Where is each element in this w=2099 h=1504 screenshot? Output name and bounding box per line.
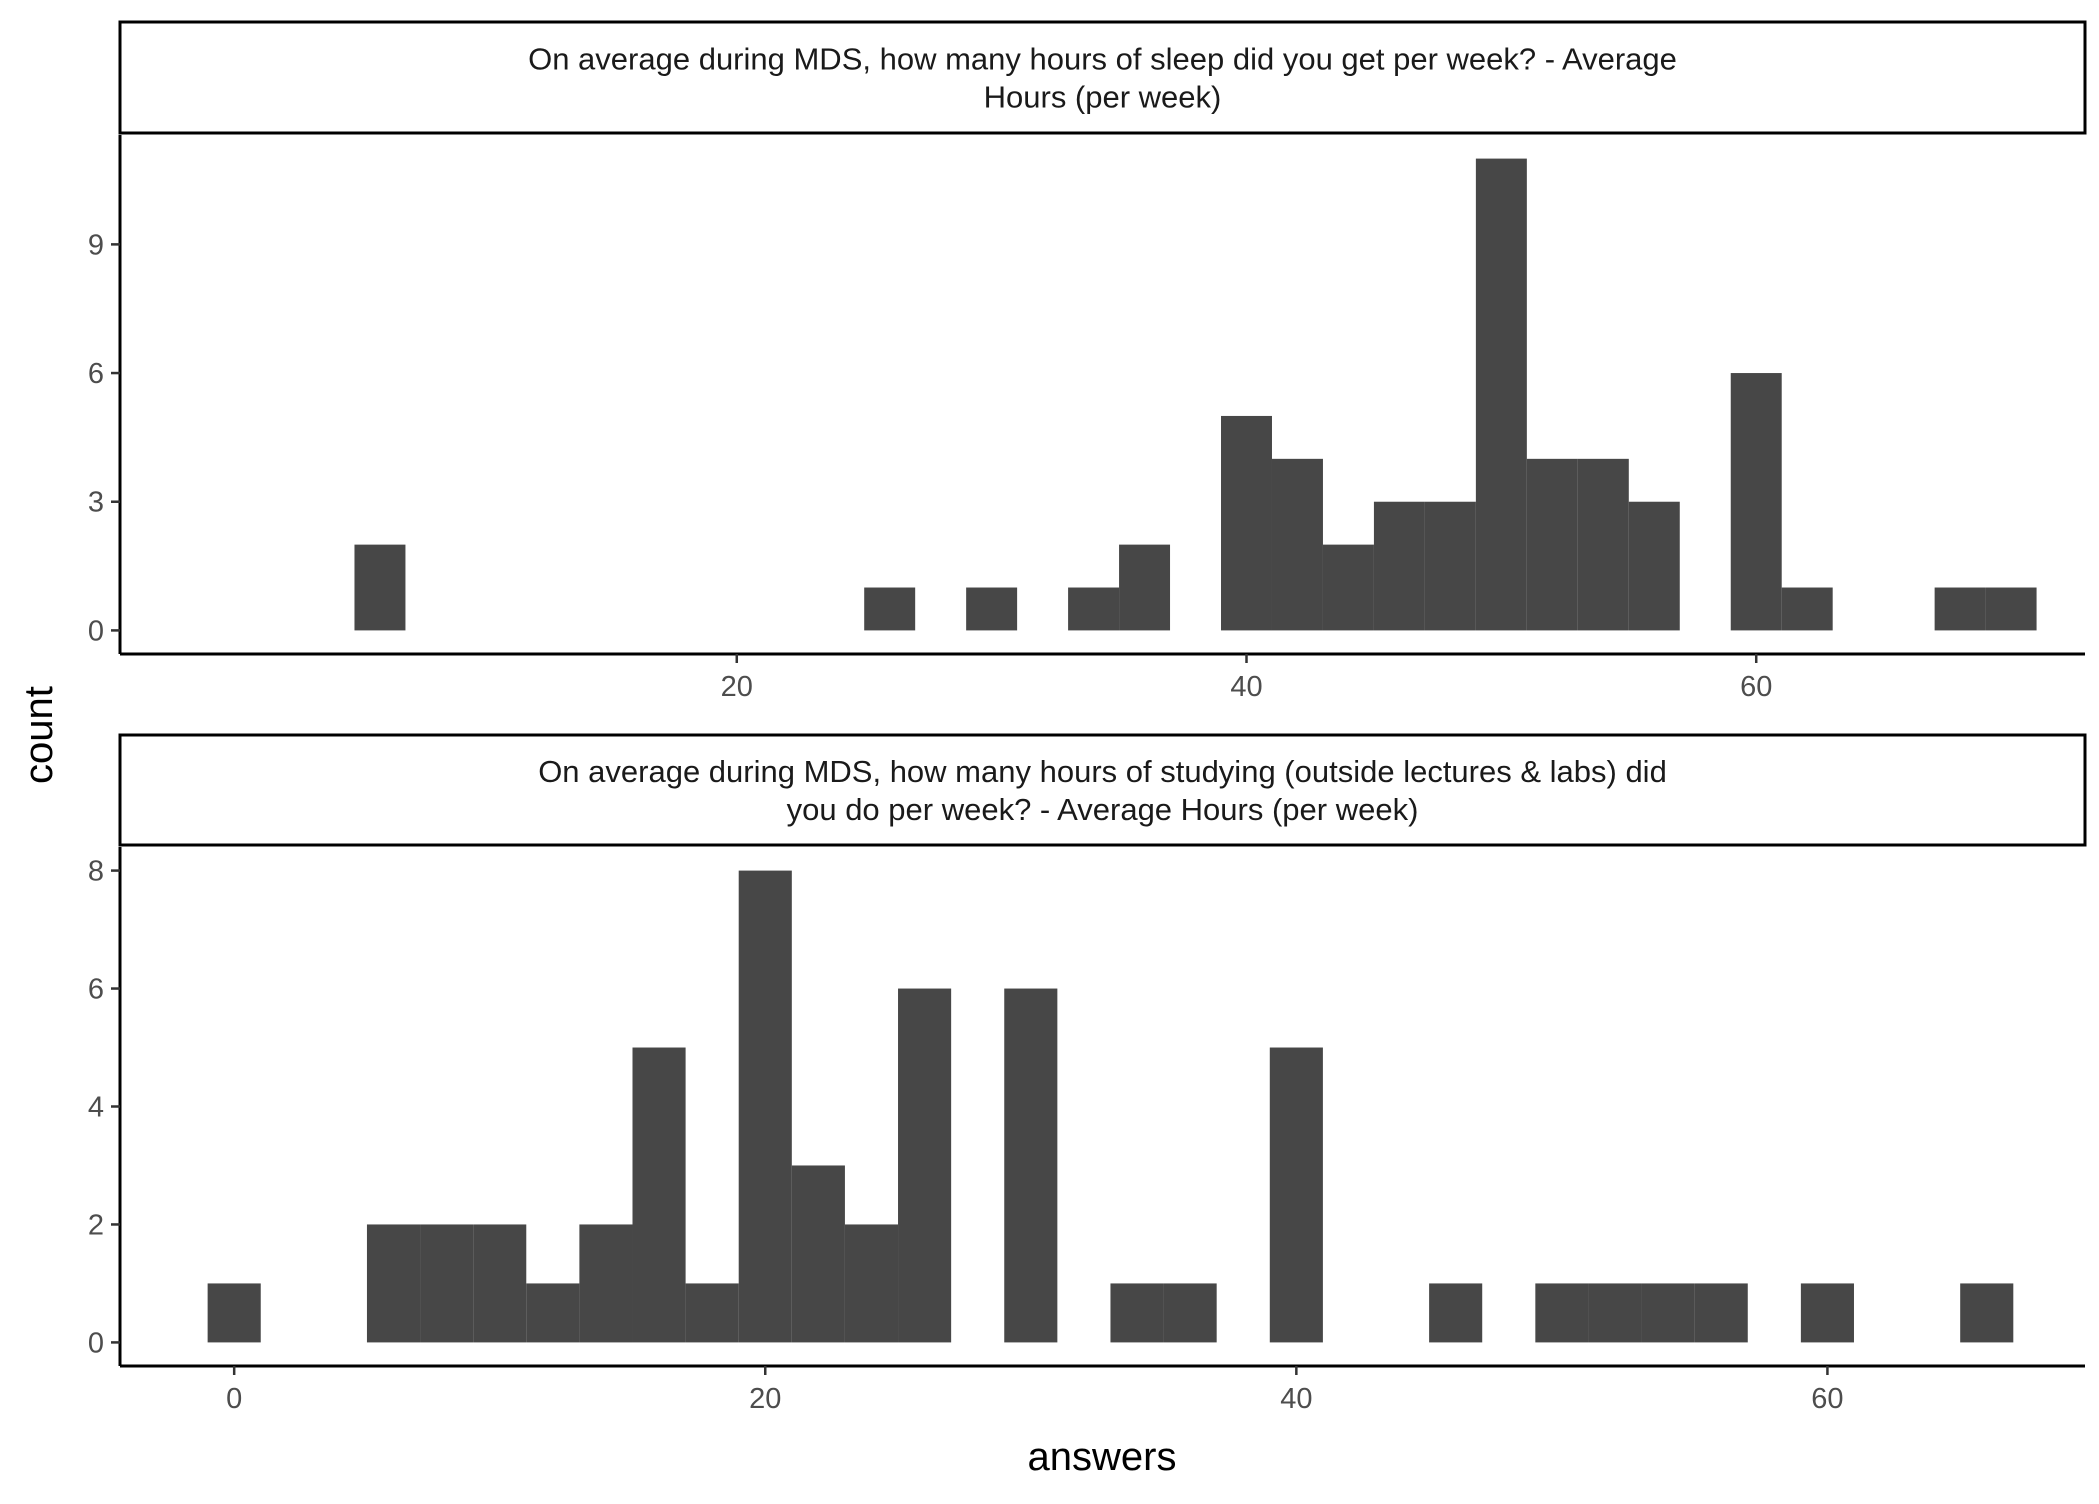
histogram-bar: [207, 1283, 261, 1343]
histogram-bar: [366, 1224, 421, 1343]
histogram-bar: [1628, 501, 1680, 631]
histogram-bar: [1960, 1283, 2014, 1343]
x-tick-label: 60: [1740, 671, 1772, 703]
x-tick-label: 20: [721, 671, 753, 703]
facet-title-line: On average during MDS, how many hours of…: [538, 754, 1667, 789]
histogram-bar: [1373, 501, 1425, 631]
histogram-bar: [632, 1047, 686, 1343]
histogram-bar: [354, 544, 406, 631]
facet-strip: [118, 20, 2087, 135]
x-tick-label: 40: [1230, 671, 1262, 703]
y-tick-label: 6: [88, 974, 104, 1006]
y-tick-label: 4: [88, 1092, 104, 1124]
histogram-bar: [738, 870, 792, 1343]
histogram-bar: [1110, 1283, 1164, 1343]
histogram-bar: [1694, 1283, 1748, 1343]
y-tick-label: 6: [88, 358, 104, 390]
histogram-bar: [791, 1165, 845, 1343]
y-tick-label: 8: [88, 856, 104, 888]
x-tick-label: 0: [226, 1383, 242, 1415]
histogram-bar: [1271, 458, 1323, 631]
y-axis-label: count: [17, 686, 61, 784]
facet-title-line: Hours (per week): [984, 80, 1222, 115]
histogram-bar: [1119, 544, 1171, 631]
histogram-bar: [864, 587, 916, 631]
histogram-bar: [1588, 1283, 1642, 1343]
histogram-bar: [473, 1224, 527, 1343]
histogram-bar: [1424, 501, 1476, 631]
y-tick-label: 0: [88, 615, 104, 647]
histogram-bar: [898, 988, 952, 1343]
histogram-bar: [1004, 988, 1058, 1343]
histogram-bar: [1322, 544, 1374, 631]
histogram-bar: [1221, 415, 1272, 631]
facet-strip: [118, 733, 2087, 847]
histogram-bar: [1641, 1283, 1695, 1343]
x-tick-label: 20: [749, 1383, 781, 1415]
histogram-bar: [1429, 1283, 1483, 1343]
x-axis-label: answers: [1028, 1435, 1177, 1479]
panel-study-hours: On average during MDS, how many hours of…: [88, 733, 2087, 1415]
x-tick-label: 40: [1280, 1383, 1312, 1415]
histogram-bar: [844, 1224, 899, 1343]
x-tick-label: 60: [1811, 1383, 1843, 1415]
histogram-bar: [1068, 587, 1120, 631]
histogram-bar: [420, 1224, 474, 1343]
histogram-bar: [1781, 587, 1833, 631]
histogram-bar: [1475, 158, 1527, 631]
facet-title-line: On average during MDS, how many hours of…: [528, 42, 1677, 77]
y-tick-label: 9: [88, 229, 104, 261]
histogram-bar: [685, 1283, 739, 1343]
histogram-bar: [526, 1283, 580, 1343]
facet-title-line: you do per week? - Average Hours (per we…: [787, 792, 1419, 827]
histogram-bar: [1934, 587, 1986, 631]
histogram-bar: [1577, 458, 1629, 631]
histogram-bar: [1730, 373, 1782, 631]
y-tick-label: 3: [88, 487, 104, 519]
y-tick-label: 0: [88, 1327, 104, 1359]
histogram-bar: [1800, 1283, 1854, 1343]
histogram-bar: [1535, 1283, 1589, 1343]
histogram-bar: [966, 587, 1018, 631]
histogram-bar: [1985, 587, 2037, 631]
histogram-bar: [1269, 1047, 1323, 1343]
histogram-bar: [1163, 1283, 1217, 1343]
histogram-bar: [1526, 458, 1578, 631]
panel-sleep-hours: On average during MDS, how many hours of…: [88, 20, 2087, 703]
y-tick-label: 2: [88, 1209, 104, 1241]
histogram-bar: [579, 1224, 633, 1343]
